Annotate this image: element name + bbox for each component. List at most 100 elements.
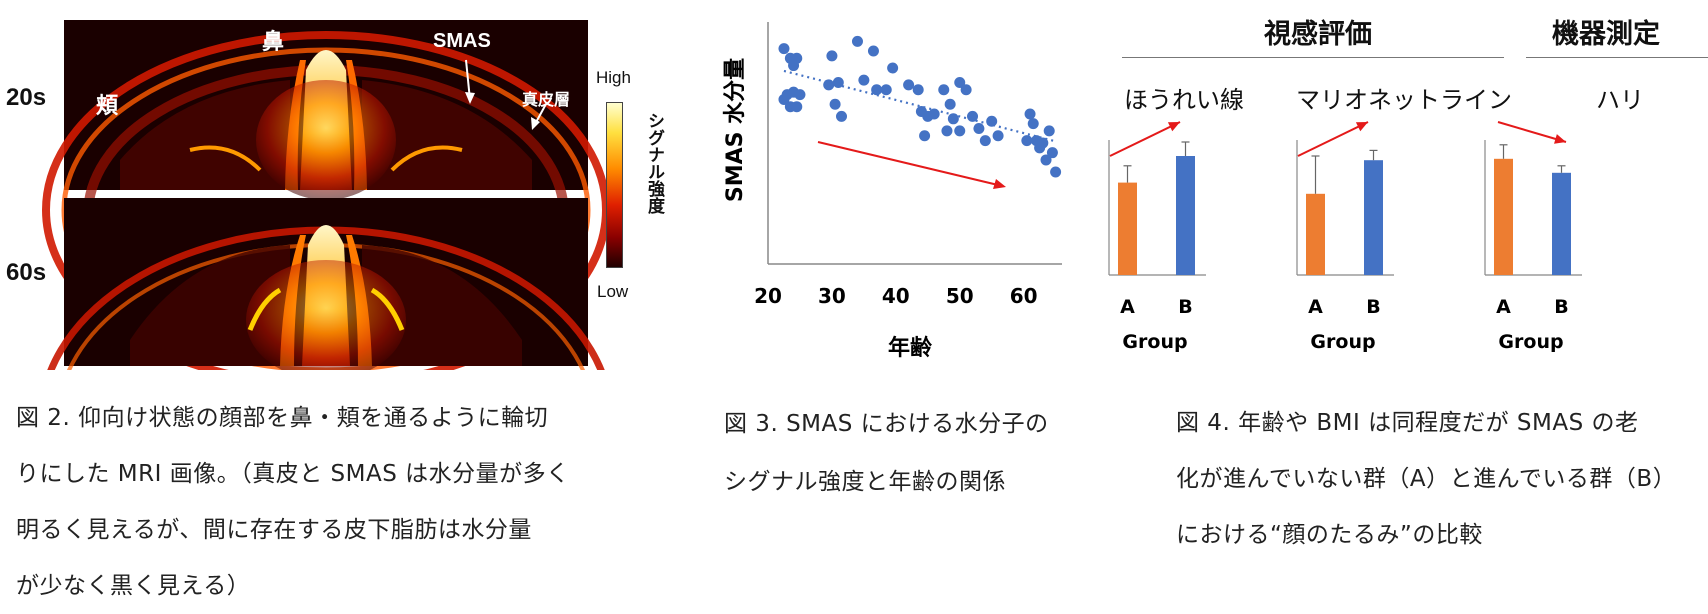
scatter-point — [919, 130, 931, 142]
bar-A — [1494, 158, 1513, 275]
trend-arrowhead — [1554, 134, 1566, 144]
figure2-caption-line: 明るく見えるが、間に存在する皮下脂肪は水分量 — [16, 517, 532, 543]
figure2-caption-line: が少なく黒く見える） — [16, 573, 251, 599]
bar-chart-panel: A B Group — [1296, 121, 1394, 353]
scatter-point — [791, 101, 803, 113]
bar-title-marionette: マリオネットライン — [1296, 86, 1512, 114]
mri-images — [42, 20, 610, 370]
figure3-caption: 図 3. SMAS における水分子の シグナル強度と年齢の関係 — [724, 395, 1104, 511]
bar-category-label: A — [1496, 296, 1511, 318]
bar-B — [1364, 160, 1383, 275]
header-visual-underline — [1122, 57, 1504, 58]
scatter-point — [871, 84, 883, 96]
scatter-x-tick-label: 20 — [754, 284, 782, 308]
trend-arrowhead — [1167, 122, 1180, 132]
scatter-xlabel: 年齢 — [888, 335, 933, 361]
bar-category-label: B — [1366, 296, 1380, 318]
scatter-point — [979, 135, 991, 147]
scatter-ylabel: SMAS 水分量 — [723, 58, 748, 202]
row-label-60s: 60s — [6, 259, 47, 286]
row-label-20s: 20s — [6, 84, 47, 111]
scatter-point — [832, 77, 844, 88]
trend-arrow — [1497, 121, 1567, 143]
bar-charts: A B Group A B Group A B Group — [1108, 121, 1582, 353]
figure2-caption-line: 図 2. 仰向け状態の顔部を鼻・頬を通るように輪切 — [16, 405, 549, 431]
figure2-caption: 図 2. 仰向け状態の顔部を鼻・頬を通るように輪切 りにした MRI 画像。（真… — [16, 390, 656, 614]
bar-B — [1176, 156, 1195, 275]
scatter-point — [1027, 118, 1039, 130]
bar-chart-panel: A B Group — [1108, 121, 1206, 353]
scatter-arrowhead — [993, 179, 1006, 189]
scatter-x-tick-label: 40 — [882, 284, 910, 308]
scatter-point — [880, 84, 892, 96]
scatter-point — [912, 84, 924, 96]
scatter-x-tick-label: 50 — [946, 284, 974, 308]
scatter-x-tick-label: 30 — [818, 284, 846, 308]
scatter-point — [954, 125, 966, 137]
bar-category-label: A — [1308, 296, 1323, 318]
bar-chart-panel: A B Group — [1484, 121, 1582, 353]
label-smas: SMAS — [433, 30, 491, 52]
bar-xlabel: Group — [1310, 331, 1375, 353]
scatter-point — [986, 115, 998, 127]
bar-title-firmness: ハリ — [1596, 86, 1644, 114]
scatter-arrow — [817, 141, 999, 186]
scatter-point — [1021, 135, 1033, 147]
bar-xlabel: Group — [1122, 331, 1187, 353]
scatter-point — [829, 98, 841, 110]
figure3-caption-line: シグナル強度と年齢の関係 — [724, 469, 1006, 495]
trend-arrow — [1109, 121, 1181, 157]
label-cheek: 頬 — [96, 93, 119, 118]
figure4-caption-line: における“顔のたるみ”の比較 — [1176, 522, 1483, 548]
trend-arrow — [1297, 121, 1369, 157]
colorbar-title: シグナル強度 — [644, 112, 664, 214]
scatter-point — [1024, 108, 1036, 120]
colorbar-low-label: Low — [597, 282, 629, 301]
scatter-point — [778, 43, 790, 55]
mri-60s — [47, 198, 605, 370]
scatter-point — [1050, 166, 1062, 178]
scatter-point — [973, 122, 985, 134]
bar-category-label: B — [1554, 296, 1568, 318]
scatter-x-tick-label: 60 — [1010, 284, 1038, 308]
header-instrument-underline — [1526, 57, 1708, 58]
colorbar-high-label: High — [596, 68, 631, 87]
scatter-point — [960, 84, 972, 96]
figure4-caption-line: 図 4. 年齢や BMI は同程度だが SMAS の老 — [1176, 410, 1639, 436]
bar-category-label: B — [1178, 296, 1192, 318]
scatter-point — [887, 62, 899, 74]
label-nose: 鼻 — [262, 29, 285, 54]
bar-A — [1118, 182, 1137, 275]
scatter-point — [941, 125, 953, 137]
figure4-caption: 図 4. 年齢や BMI は同程度だが SMAS の老 化が進んでいない群（A）… — [1176, 395, 1708, 563]
scatter-point — [778, 93, 790, 105]
scatter-point — [794, 89, 806, 101]
scatter-point — [1046, 147, 1058, 159]
figure2-caption-line: りにした MRI 画像。（真皮と SMAS は水分量が多く — [16, 461, 570, 487]
scatter-point — [791, 52, 803, 64]
scatter-point — [992, 130, 1004, 142]
label-dermis: 真皮層 — [522, 92, 571, 109]
bar-B — [1552, 172, 1571, 275]
scatter-point — [836, 110, 847, 122]
scatter-point — [851, 35, 863, 47]
bar-xlabel: Group — [1498, 331, 1563, 353]
scatter-point — [928, 108, 940, 120]
header-visual-eval: 視感評価 — [1264, 19, 1372, 49]
scatter-point — [944, 98, 956, 110]
scatter-point — [903, 79, 915, 91]
scatter-point — [826, 50, 838, 62]
figure4-caption-line: 化が進んでいない群（A）と進んでいる群（B） — [1176, 466, 1677, 492]
bar-A — [1306, 193, 1325, 275]
figure3-caption-line: 図 3. SMAS における水分子の — [724, 411, 1049, 437]
scatter-point — [954, 77, 966, 88]
bar-category-label: A — [1120, 296, 1135, 318]
bar-title-nasolabial: ほうれい線 — [1124, 86, 1244, 114]
scatter-point — [823, 79, 835, 91]
scatter-chart: SMAS 水分量 20 30 40 50 60 年齢 — [723, 22, 1062, 361]
trend-arrowhead — [1355, 122, 1368, 132]
scatter-point — [1037, 137, 1049, 149]
scatter-point — [1043, 125, 1055, 137]
scatter-point — [947, 113, 959, 125]
scatter-point — [967, 110, 979, 122]
